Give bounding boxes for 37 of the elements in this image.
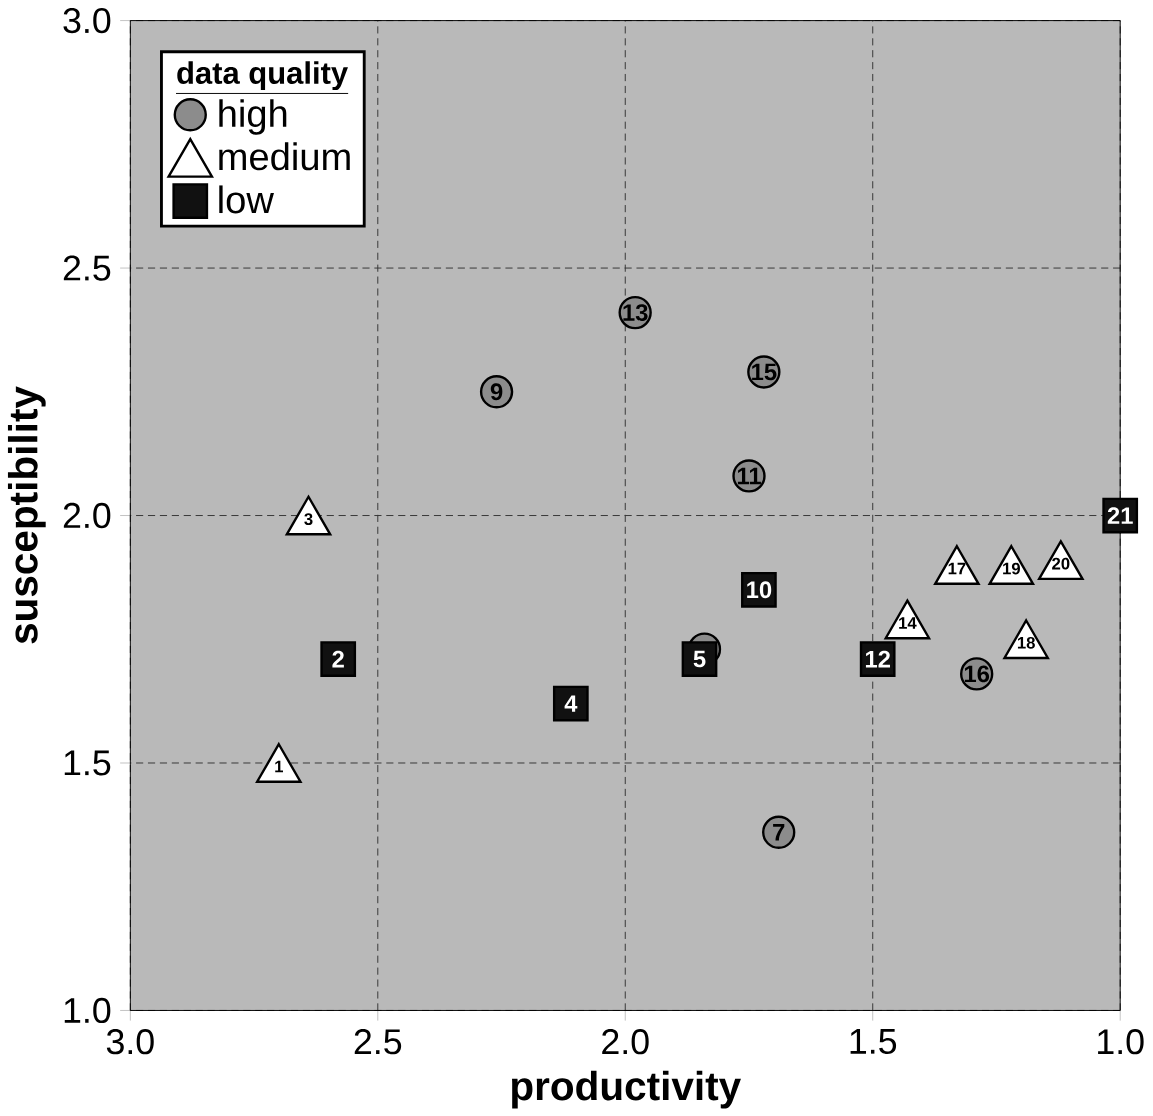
annotation: 4 xyxy=(564,695,578,712)
x-tick-label: 1.0 xyxy=(1098,1028,1144,1055)
annotation: 12 xyxy=(865,650,890,668)
annotation: 18 xyxy=(1017,636,1035,649)
annotation: 21 xyxy=(1107,507,1133,524)
annotation: 1 xyxy=(275,760,283,773)
y-axis-title: susceptibility xyxy=(7,386,46,644)
x-tick-label: 1.5 xyxy=(850,1028,897,1054)
annotation: 7 xyxy=(773,823,785,841)
annotation: 9 xyxy=(490,383,503,401)
legend-label: medium xyxy=(219,142,350,171)
y-tick-label: 1.0 xyxy=(64,997,111,1023)
annotation: 19 xyxy=(1003,562,1020,575)
y-tick-label: 2.0 xyxy=(63,502,111,528)
annotation: 2 xyxy=(332,650,344,668)
annotation: 14 xyxy=(899,617,917,629)
annotation: 5 xyxy=(693,650,706,668)
x-tick-label: 3.0 xyxy=(106,1028,154,1055)
annotation: 15 xyxy=(752,363,777,381)
annotation: 17 xyxy=(948,562,966,575)
x-tick-label: 2.0 xyxy=(602,1028,649,1055)
point xyxy=(285,495,332,536)
annotation: 11 xyxy=(737,467,761,484)
annotation: 20 xyxy=(1052,557,1070,570)
annotation: 3 xyxy=(304,513,313,525)
legend-label: low xyxy=(219,185,274,214)
x-axis-title: productivity xyxy=(512,1070,741,1109)
legend-title: data quality xyxy=(177,61,348,90)
point xyxy=(255,742,302,783)
y-tick-label: 2.5 xyxy=(63,255,111,281)
legend-label: high xyxy=(219,98,287,135)
annotation: 10 xyxy=(747,581,772,598)
x-tick-label: 2.5 xyxy=(354,1028,402,1055)
y-tick-label: 3.0 xyxy=(63,7,111,34)
y-tick-label: 1.5 xyxy=(64,750,111,776)
annotation: 13 xyxy=(623,303,648,321)
annotation: 16 xyxy=(964,665,990,683)
